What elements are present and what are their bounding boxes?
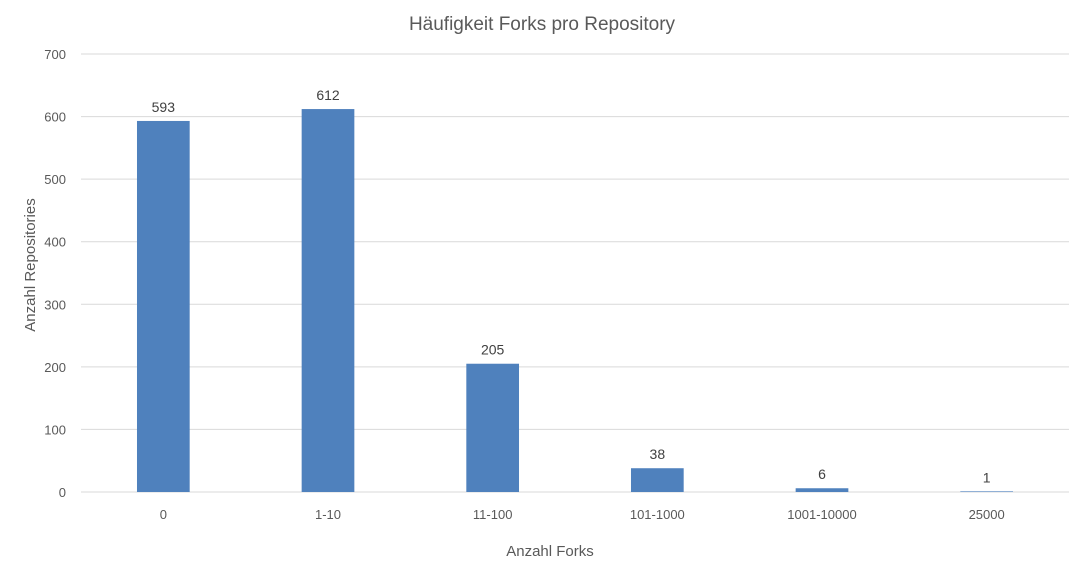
x-tick-label: 0 — [160, 507, 167, 522]
data-label: 38 — [650, 446, 666, 462]
data-label: 612 — [316, 87, 340, 103]
bar — [466, 363, 520, 492]
data-label: 6 — [818, 466, 826, 482]
y-tick-label: 300 — [44, 297, 66, 312]
x-tick-label: 1-10 — [315, 507, 341, 522]
data-label: 593 — [152, 99, 176, 115]
y-tick-label: 500 — [44, 172, 66, 187]
y-tick-label: 0 — [59, 485, 66, 500]
x-axis-title: Anzahl Forks — [506, 543, 594, 560]
y-tick-label: 600 — [44, 110, 66, 125]
bar — [630, 468, 684, 492]
bars — [136, 109, 1014, 493]
bar — [136, 120, 190, 493]
data-label: 205 — [481, 342, 505, 358]
y-axis-title: Anzahl Repositories — [22, 198, 39, 331]
y-tick-label: 700 — [44, 47, 66, 62]
gridlines — [81, 53, 1069, 493]
data-labels: 593 612 205 38 6 1 — [152, 87, 991, 485]
bar — [960, 491, 1014, 492]
y-tick-label: 200 — [44, 360, 66, 375]
x-tick-label: 101-1000 — [630, 507, 685, 522]
bar — [795, 488, 849, 492]
y-tick-label: 100 — [44, 422, 66, 437]
bar — [301, 109, 355, 492]
x-tick-label: 11-100 — [473, 507, 513, 522]
x-axis-ticks: 0 1-10 11-100 101-1000 1001-10000 25000 — [160, 507, 1005, 522]
y-axis-ticks: 0 100 200 300 400 500 600 700 — [44, 47, 66, 500]
x-tick-label: 1001-10000 — [787, 507, 856, 522]
y-tick-label: 400 — [44, 235, 66, 250]
chart-title: Häufigkeit Forks pro Repository — [409, 14, 676, 35]
x-tick-label: 25000 — [969, 507, 1005, 522]
data-label: 1 — [983, 469, 991, 485]
